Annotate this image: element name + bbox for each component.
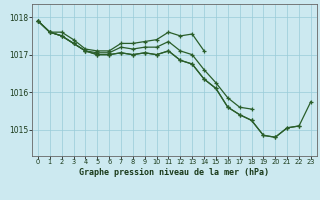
X-axis label: Graphe pression niveau de la mer (hPa): Graphe pression niveau de la mer (hPa) (79, 168, 269, 177)
